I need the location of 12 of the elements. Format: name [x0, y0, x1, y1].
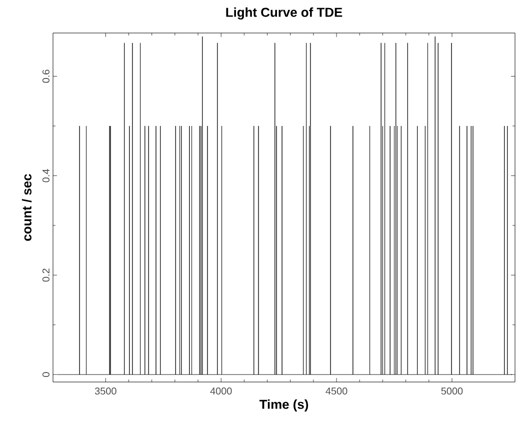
x-axis-title: Time (s) — [259, 399, 308, 412]
chart-title: Light Curve of TDE — [226, 7, 342, 20]
x-tick-label: 4000 — [210, 388, 232, 395]
x-tick-label: 4500 — [326, 388, 348, 395]
y-tick-label: 0.4 — [42, 169, 50, 182]
y-tick-label: 0.6 — [42, 70, 50, 83]
x-tick-label: 5000 — [441, 388, 463, 395]
y-tick-label: 0.2 — [42, 268, 50, 282]
line-series — [56, 36, 512, 375]
y-axis-title: count / sec — [22, 174, 32, 241]
x-tick-label: 3500 — [94, 388, 116, 395]
y-tick-label: 0 — [42, 372, 50, 377]
